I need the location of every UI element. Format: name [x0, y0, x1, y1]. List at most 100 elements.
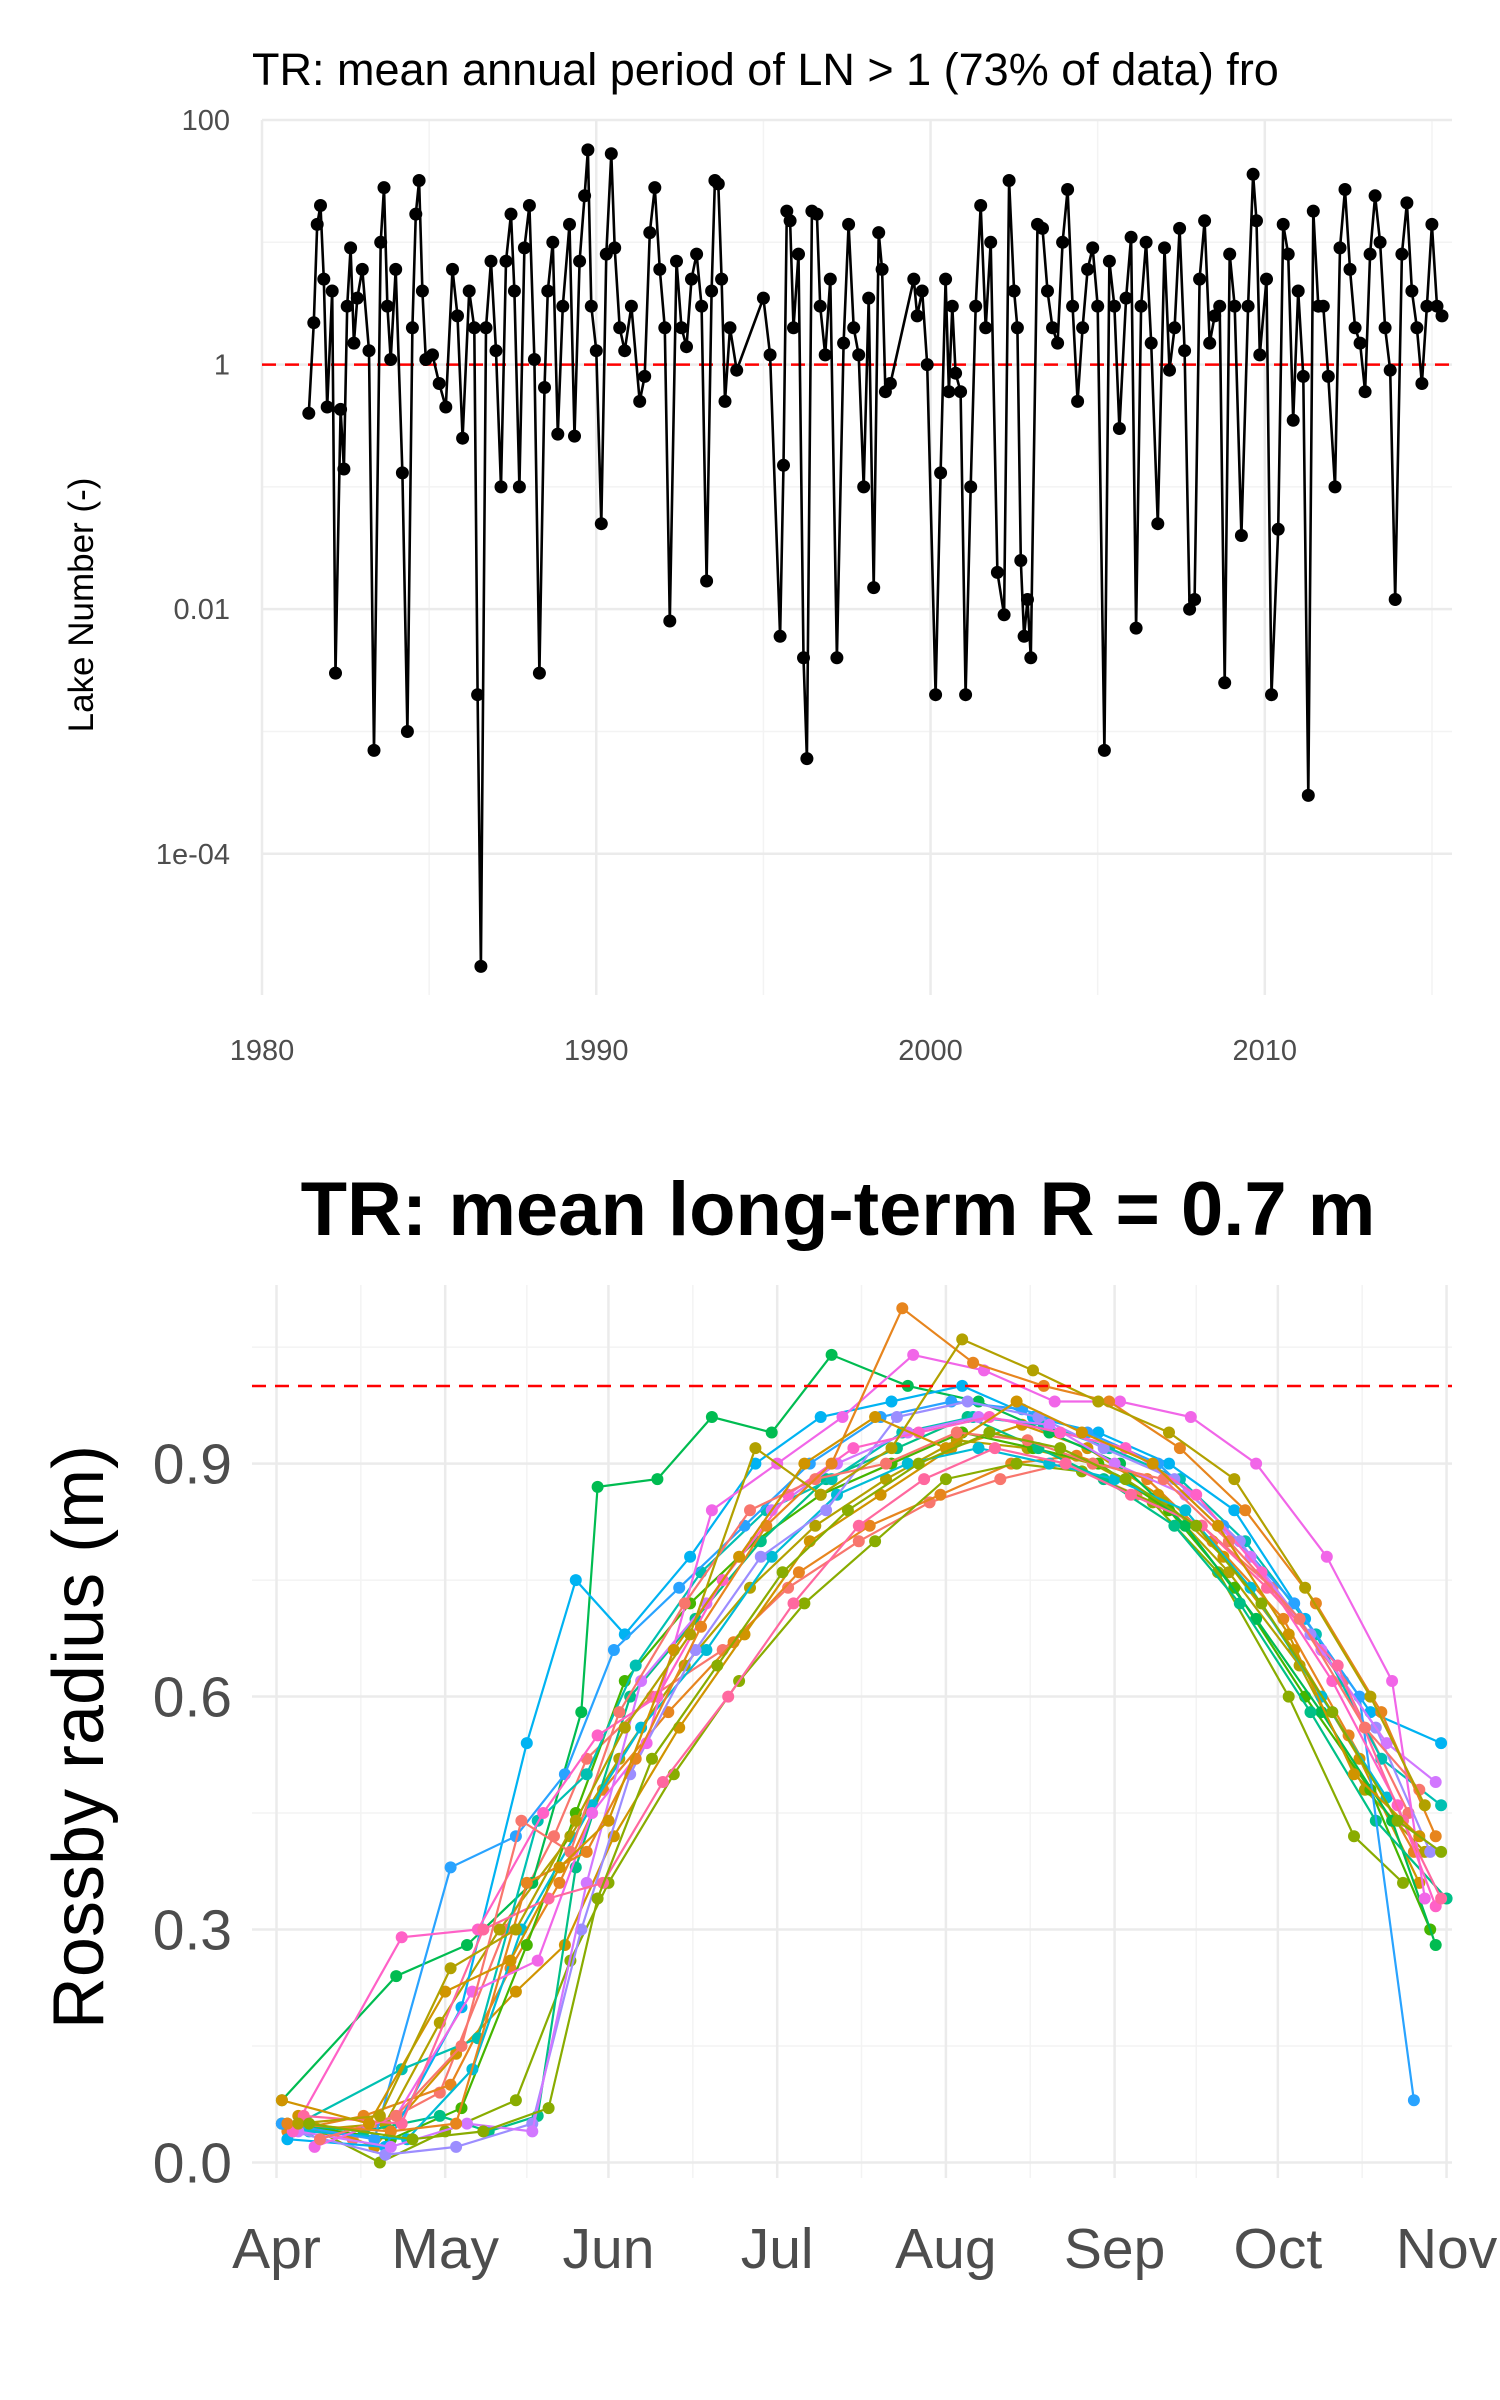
chart2-data-point	[1168, 1519, 1181, 1532]
chart1-data-point	[310, 217, 324, 231]
chart1-data-point	[915, 284, 929, 298]
chart1-y-tick-label: 0.01	[174, 594, 230, 626]
chart1-data-point	[1405, 284, 1419, 298]
chart2-data-point	[988, 1442, 1001, 1455]
chart2-data-point	[1184, 1411, 1197, 1423]
chart1-data-point	[969, 299, 983, 313]
chart2-data-point	[1418, 1892, 1431, 1905]
chart1-data-point	[653, 262, 667, 276]
chart1-data-point	[302, 406, 316, 420]
chart2-data-point	[1239, 1504, 1252, 1517]
chart1-data-point	[624, 299, 638, 313]
chart2-x-ticks: Apr May Jun Jul Aug Sep Oct Nov	[232, 2217, 1498, 2281]
chart2-data-point	[542, 2102, 555, 2115]
chart2-data-point	[885, 1395, 898, 1408]
chart1-data-point	[1241, 299, 1255, 313]
chart2-data-point	[586, 1807, 599, 1819]
chart1-data-point	[1112, 422, 1126, 435]
chart2-data-point	[787, 1597, 800, 1610]
chart1-data-point	[608, 241, 622, 255]
chart1-y-tick-label: 100	[182, 105, 230, 137]
chart2-series-line	[281, 1400, 1421, 2125]
chart2-data-point	[1250, 1457, 1263, 1470]
chart2-data-point	[678, 1597, 691, 1610]
chart1-data-point	[340, 299, 354, 313]
chart1-data-point	[409, 207, 423, 221]
chart2-y-tick-label: 0.6	[153, 1666, 232, 1730]
chart1-data-point	[1388, 593, 1402, 606]
chart1-title: TR: mean annual period of LN > 1 (73% of…	[252, 44, 1279, 95]
chart2-y-tick-label: 0.0	[153, 2131, 232, 2195]
chart1-data-point	[329, 666, 342, 680]
chart2-data-point	[390, 2109, 403, 2122]
chart1-data-point	[1124, 230, 1138, 244]
chart1-data-point	[1061, 183, 1075, 196]
chart1-data-point	[763, 348, 777, 362]
chart1-data-point	[412, 174, 426, 187]
chart2-data-point	[1304, 1706, 1317, 1719]
chart2-data-point	[841, 1504, 854, 1517]
chart2-x-tick-label: Aug	[895, 2217, 996, 2281]
chart1-data-point	[1234, 529, 1248, 542]
chart1-data-point	[1343, 262, 1357, 276]
chart2-data-point	[749, 1442, 762, 1455]
chart2-data-point	[1244, 1581, 1257, 1594]
chart2-data-point	[1059, 1457, 1072, 1470]
chart2-data-point	[1375, 1706, 1388, 1719]
chart1-data-point	[551, 427, 565, 441]
chart2-data-point	[700, 1644, 713, 1656]
chart1-data-point	[512, 480, 526, 494]
chart2-x-tick-label: May	[391, 2217, 499, 2281]
chart2-series-line	[303, 1446, 1443, 2125]
chart2-data-point	[939, 1473, 952, 1486]
chart2-data-point	[477, 1923, 490, 1936]
chart1-data-point	[355, 262, 369, 276]
chart2-data-point	[591, 1892, 604, 1905]
chart1-data-point	[945, 299, 959, 313]
chart2-data-point	[656, 1776, 669, 1788]
chart2-data-point	[1179, 1504, 1192, 1517]
chart1-data-point	[380, 299, 394, 313]
chart2-data-point	[1054, 1442, 1067, 1455]
chart1-data-point	[527, 353, 541, 366]
chart1-data-point	[1178, 344, 1192, 358]
chart2-data-point	[1244, 1550, 1257, 1563]
chart2-x-tick-label: Jun	[563, 2217, 655, 2281]
chart2-data-point	[1124, 1488, 1137, 1501]
chart2-data-point	[1315, 1644, 1328, 1656]
chart1-data-point	[675, 321, 688, 335]
chart2-data-point	[607, 1644, 620, 1656]
chart1-data-point	[1107, 299, 1121, 313]
chart1-data-point	[344, 241, 358, 255]
chart2-data-point	[1075, 1426, 1088, 1439]
chart2-series-line	[287, 1306, 1437, 2133]
chart2-y-tick-label: 0.9	[153, 1433, 232, 1497]
chart2-data-point	[493, 1923, 506, 1936]
chart2-data-point	[820, 1504, 833, 1517]
chart2-data-point	[613, 1706, 626, 1719]
chart1-data-point	[362, 344, 376, 358]
chart2-data-point	[580, 1845, 593, 1858]
chart2-data-point	[635, 1675, 648, 1687]
chart2-data-point	[292, 2117, 305, 2130]
rossby-radius-chart: TR: mean long-term R = 0.7 m 0.00.30.60.…	[39, 1167, 1498, 2281]
chart2-data-point	[580, 1768, 593, 1781]
chart2-data-point	[1163, 1426, 1175, 1439]
chart1-data-point	[643, 226, 657, 240]
chart2-data-point	[1163, 1457, 1175, 1470]
chart1-data-point	[538, 381, 551, 394]
chart2-data-point	[1288, 1597, 1301, 1610]
chart1-data-point	[1086, 241, 1100, 255]
chart2-x-tick-label: Apr	[232, 2217, 321, 2281]
chart1-data-point	[1081, 262, 1095, 276]
chart2-data-point	[705, 1411, 718, 1423]
chart1-data-point	[556, 299, 570, 313]
chart1-data-point	[367, 743, 381, 757]
chart1-data-point	[1007, 284, 1021, 298]
chart2-data-point	[1386, 1675, 1399, 1687]
chart1-data-point	[959, 688, 973, 702]
chart2-data-point	[673, 1581, 686, 1594]
chart1-data-point	[718, 394, 732, 408]
chart2-data-point	[907, 1348, 920, 1361]
chart2-data-point	[368, 2133, 381, 2146]
